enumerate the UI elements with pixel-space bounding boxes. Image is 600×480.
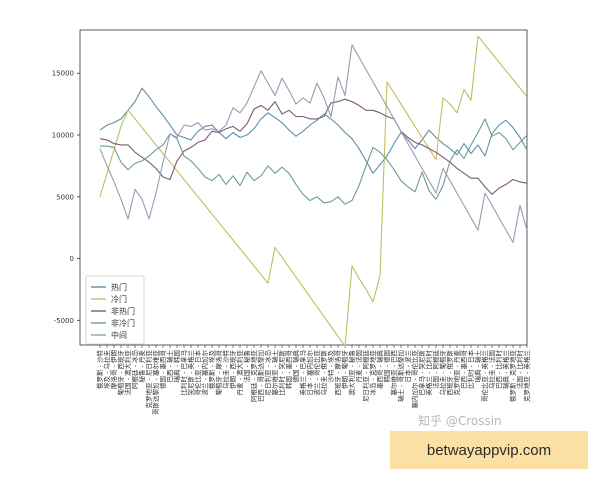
- legend-label: 热门: [111, 282, 127, 292]
- x-tick-label: 突尼斯 - 英格兰: [186, 350, 195, 396]
- x-tick-label: 巴西 - 墨西哥: [460, 350, 468, 389]
- x-tick-label: 澳大利亚 - 秘鲁: [347, 350, 356, 395]
- x-tick-label: 葡萄牙 - 摩洛哥: [214, 350, 223, 396]
- x-tick-label: 尼日利亚 - 阿根廷: [361, 350, 370, 402]
- x-tick-label: 哥伦比亚 - 英格兰: [480, 350, 489, 402]
- legend-label: 中间: [111, 330, 127, 340]
- x-tick-label: 巴西 - 瑞士: [165, 350, 174, 383]
- x-tick-label: 尼日利亚 - 冰岛: [263, 350, 272, 395]
- x-tick-label: 法国 - 比利时: [515, 350, 524, 389]
- x-tick-label: 巴西 - 哥斯达黎加: [256, 350, 265, 402]
- y-tick-label: 15000: [52, 70, 74, 78]
- x-tick-label: 英格兰 - 巴拿马: [298, 350, 307, 395]
- legend-label: 非热门: [111, 306, 135, 316]
- legend-label: 非冷门: [111, 318, 135, 328]
- x-tick-label: 巴西 - 比利时: [494, 350, 503, 389]
- x-tick-label: 俄罗斯 - 埃及: [207, 350, 216, 389]
- legend-box: [85, 275, 145, 345]
- x-tick-label: 韩国 - 墨西哥: [284, 350, 293, 389]
- x-tick-label: 摩洛哥 - 伊朗: [109, 350, 118, 389]
- x-tick-label: 克罗地亚 - 丹麦: [452, 350, 461, 396]
- series-line-2: [99, 98, 528, 195]
- x-tick-label: 比利时 - 突尼斯: [277, 350, 286, 396]
- x-tick-label: 瑞典 - 英格兰: [501, 350, 510, 389]
- x-tick-label: 伊朗 - 葡萄牙: [340, 350, 349, 389]
- x-tick-label: 墨西哥 - 瑞典: [375, 350, 384, 389]
- x-tick-label: 埃及 - 乌拉圭: [102, 350, 111, 389]
- x-tick-label: 波兰 - 哥伦比亚: [312, 350, 321, 396]
- x-tick-label: 塞尔维亚 - 瑞士: [270, 350, 279, 396]
- x-tick-label: 俄罗斯 - 克罗地亚: [508, 350, 517, 402]
- x-tick-label: 秘鲁 - 丹麦: [137, 350, 146, 383]
- ad-banner[interactable]: betwayappvip.com: [390, 431, 588, 469]
- x-tick-label: 瑞士 - 哥斯达黎加: [396, 350, 405, 402]
- x-tick-label: 瑞典 - 瑞士: [473, 350, 482, 383]
- x-tick-label: 沙特 - 埃及: [326, 350, 335, 383]
- series-line-4: [99, 44, 528, 244]
- x-tick-label: 塞内加尔 - 哥伦比亚: [410, 350, 419, 409]
- x-tick-label: 葡萄牙 - 西班牙: [116, 350, 125, 396]
- y-tick-label: 0: [70, 255, 74, 263]
- series-line-1: [99, 35, 528, 347]
- y-tick-label: -5000: [54, 317, 74, 325]
- x-tick-label: 波兰 - 塞内加尔: [200, 350, 209, 396]
- x-tick-label: 塞尔维亚 - 巴西: [389, 350, 398, 396]
- x-tick-label: 克罗地亚 - 英格兰: [522, 350, 531, 402]
- x-tick-label: 乌拉圭 - 法国: [487, 350, 496, 389]
- x-tick-label: 乌拉圭 - 俄罗斯: [319, 350, 328, 396]
- zhihu-watermark: 知乎 @Crossin: [418, 414, 502, 428]
- x-tick-label: 乌拉圭 - 葡萄牙: [438, 350, 447, 396]
- y-tick-label: 10000: [52, 132, 74, 140]
- y-tick-label: 5000: [56, 193, 74, 201]
- x-tick-label: 巴拿马 - 突尼斯: [417, 350, 426, 396]
- x-tick-label: 俄罗斯 - 沙特: [95, 350, 104, 389]
- x-tick-label: 德国 - 墨西哥: [158, 350, 167, 389]
- x-tick-label: 冰岛 - 克罗地亚: [368, 350, 377, 396]
- x-tick-label: 比利时 - 巴拿马: [179, 350, 188, 395]
- x-tick-label: 丹麦 - 法国: [354, 350, 363, 382]
- x-tick-label: 德国 - 瑞典: [291, 350, 300, 383]
- x-tick-label: 克罗地亚 - 尼日利亚: [144, 350, 153, 409]
- x-tick-label: 乌拉圭 - 沙特: [221, 350, 230, 389]
- x-tick-label: 日本 - 塞内加尔: [305, 350, 314, 396]
- x-tick-label: 英格兰 - 比利时: [424, 350, 433, 396]
- x-tick-label: 丹麦 - 澳大利亚: [235, 350, 244, 396]
- plot-frame: [79, 29, 528, 346]
- x-tick-label: 瑞典 - 韩国: [172, 350, 181, 382]
- x-tick-label: 法国 - 秘鲁: [242, 350, 251, 382]
- x-tick-label: 阿根廷 - 冰岛: [130, 350, 139, 389]
- x-tick-label: 韩国 - 德国: [382, 350, 391, 382]
- x-tick-label: 西班牙 - 摩洛哥: [333, 350, 342, 396]
- x-tick-label: 比利时 - 日本: [466, 350, 475, 389]
- x-tick-label: 法国 - 阿根廷: [431, 350, 440, 389]
- x-tick-label: 西班牙 - 俄罗斯: [445, 350, 454, 396]
- x-tick-label: 哥斯达黎加 - 塞尔维亚: [151, 350, 160, 415]
- x-tick-label: 哥伦比亚 - 日本: [193, 350, 202, 396]
- series-line-3: [100, 118, 528, 205]
- x-tick-label: 法国 - 澳大利亚: [123, 350, 132, 396]
- legend-label: 冷门: [111, 294, 127, 304]
- series-line-0: [99, 87, 528, 174]
- x-tick-label: 伊朗 - 西班牙: [228, 350, 237, 389]
- x-tick-label: 日本 - 波兰: [403, 350, 412, 383]
- x-tick-label: 阿根廷 - 克罗地亚: [249, 350, 258, 402]
